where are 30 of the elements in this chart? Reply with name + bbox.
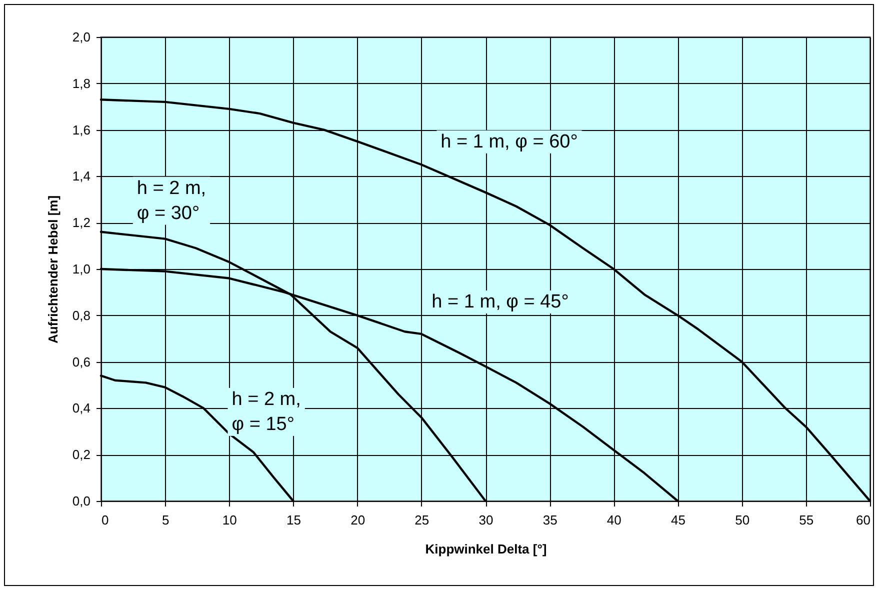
- y-tick-label: 1,2: [72, 215, 90, 230]
- x-tick-label: 25: [414, 512, 430, 528]
- x-tick-label: 40: [606, 512, 622, 528]
- y-axis-title: Aufrichtender Hebel [m]: [45, 195, 60, 344]
- series-label: h = 1 m, φ = 60°: [440, 131, 578, 152]
- y-tick-label: 1,4: [72, 168, 90, 184]
- series-label: h = 2 m, φ = 30°: [136, 178, 206, 224]
- series-label: h = 1 m, φ = 45°: [432, 291, 569, 312]
- x-tick-label: 50: [735, 512, 750, 528]
- x-tick-label: 60: [856, 512, 870, 528]
- y-tick-label: 0,0: [72, 494, 90, 508]
- y-tick-label: 2,0: [72, 30, 90, 44]
- series-label: h = 2 m, φ = 15°: [232, 388, 301, 435]
- y-tick-label: 0,4: [72, 400, 90, 416]
- x-tick-label: 35: [542, 512, 558, 528]
- x-tick-label: 15: [286, 512, 301, 528]
- x-tick-label: 30: [478, 512, 494, 528]
- y-tick-label: 1,8: [72, 76, 90, 91]
- x-tick-label: 10: [222, 512, 237, 528]
- x-axis-title: Kippwinkel Delta [°]: [425, 542, 547, 556]
- x-tick-label: 55: [799, 512, 814, 528]
- x-tick-label: 5: [162, 512, 170, 528]
- x-tick-label: 45: [671, 512, 686, 528]
- y-tick-label: 0,2: [72, 447, 90, 462]
- x-tick-label: 20: [350, 512, 366, 528]
- x-tick-label: 0: [102, 512, 109, 528]
- y-tick-label: 0,6: [72, 354, 90, 370]
- y-tick-label: 1,0: [72, 262, 90, 276]
- y-tick-label: 1,6: [72, 122, 90, 138]
- y-tick-label: 0,8: [72, 308, 90, 323]
